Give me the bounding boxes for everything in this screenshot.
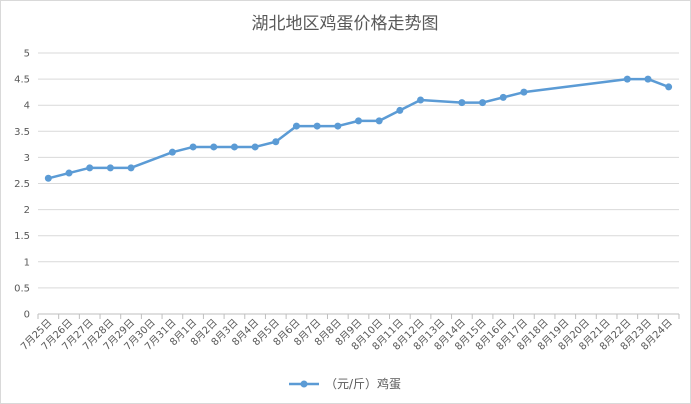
y-tick-label: 1.5 xyxy=(14,231,30,242)
gridlines xyxy=(38,52,679,289)
data-point xyxy=(417,96,425,104)
data-point xyxy=(375,117,383,125)
data-point xyxy=(520,88,528,96)
data-point xyxy=(251,143,259,151)
data-point xyxy=(458,99,466,107)
y-tick-label: 3.5 xyxy=(14,127,30,138)
data-point xyxy=(106,164,114,172)
data-point xyxy=(396,106,404,114)
axes: 00.511.522.533.544.557月25日7月26日7月27日7月28… xyxy=(14,49,680,353)
y-tick-label: 2 xyxy=(24,205,30,216)
y-tick-label: 4.5 xyxy=(14,75,30,86)
data-point xyxy=(292,122,300,130)
data-point xyxy=(355,117,362,125)
series-line xyxy=(48,77,670,180)
data-point xyxy=(313,122,321,130)
data-point xyxy=(86,164,94,172)
data-point xyxy=(65,169,73,177)
data-point xyxy=(210,143,218,151)
y-tick-label: 0.5 xyxy=(14,283,30,294)
data-point xyxy=(168,148,176,156)
data-point xyxy=(272,138,280,146)
chart-title: 湖北地区鸡蛋价格走势图 xyxy=(252,14,439,34)
data-point xyxy=(44,174,52,182)
data-point xyxy=(334,122,342,130)
data-point xyxy=(479,99,487,107)
data-point xyxy=(189,143,197,151)
data-point xyxy=(644,75,652,83)
data-point xyxy=(665,83,673,91)
y-tick-label: 4 xyxy=(24,101,30,112)
legend-marker xyxy=(300,380,308,388)
data-point xyxy=(230,143,238,151)
y-tick-label: 0 xyxy=(24,310,30,321)
data-point xyxy=(499,93,507,101)
legend-label: （元/斤）鸡蛋 xyxy=(325,376,401,391)
y-tick-label: 3 xyxy=(24,153,30,164)
data-point xyxy=(623,75,631,83)
y-tick-label: 2.5 xyxy=(14,179,30,190)
legend: （元/斤）鸡蛋 xyxy=(289,376,401,391)
series-layer xyxy=(44,75,673,182)
data-point xyxy=(127,164,135,172)
y-tick-label: 5 xyxy=(24,49,30,60)
y-tick-label: 1 xyxy=(24,257,30,268)
